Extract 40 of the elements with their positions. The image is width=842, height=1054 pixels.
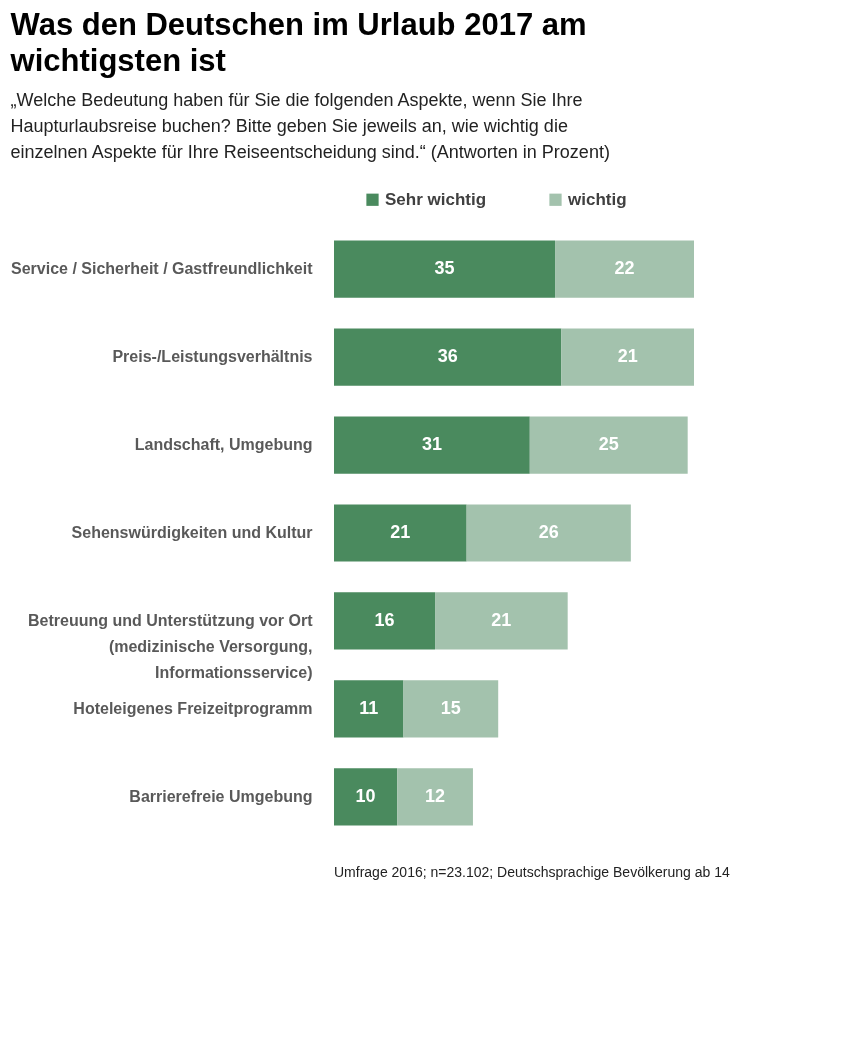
y-tick-label: Sehenswürdigkeiten und Kultur (71, 524, 313, 541)
y-tick-label: Betreuung und Unterstützung vor Ort (medizinische Versorgung, Informationsservice) (28, 611, 314, 681)
bar (555, 240, 694, 298)
data-label: 31 (421, 434, 442, 455)
bar (334, 240, 556, 298)
chart-title: Was den Deutschen im Urlaub 2017 am wichtigsten ist (9, 7, 587, 78)
data-label: 22 (614, 258, 635, 279)
data-label: 21 (617, 346, 638, 367)
y-tick-label: Service / Sicherheit / Gastfreundlichkeit (11, 260, 314, 278)
data-label: 35 (434, 258, 455, 279)
legend-label: Sehr wichtig (385, 189, 487, 209)
bar (561, 328, 694, 386)
data-label: 16 (374, 609, 395, 630)
data-label: 36 (437, 346, 458, 367)
bar (334, 416, 530, 474)
legend-label: wichtig (567, 189, 627, 209)
bar (334, 768, 398, 826)
bar (334, 504, 467, 562)
data-label: 10 (355, 785, 376, 806)
bar (334, 680, 404, 738)
data-label: 21 (491, 609, 512, 630)
y-tick-label: Landschaft, Umgebung (134, 436, 313, 454)
bar (435, 592, 568, 650)
data-label: 12 (425, 785, 446, 806)
text: Umfrage 2016; n=23.102; Deutschsprachige Bevölkerung ab 14 (334, 864, 730, 880)
bar (403, 680, 499, 738)
data-label: 11 (359, 697, 379, 718)
bar (334, 328, 562, 386)
y-tick-label: Preis-/Leistungsverhältnis (112, 348, 313, 366)
y-tick-label: Hoteleigenes Freizeitprogramm (73, 699, 313, 717)
bar (334, 592, 436, 650)
y-tick-label: Barrierefreie Umgebung (129, 787, 313, 805)
bar (529, 416, 688, 474)
bar (397, 768, 473, 826)
data-label: 26 (538, 522, 559, 542)
bar (466, 504, 631, 562)
data-label: 25 (598, 434, 619, 455)
data-label: 15 (440, 697, 461, 718)
data-label: 21 (390, 522, 411, 542)
chart-subtitle: „Welche Bedeutung haben für Sie die folgenden Aspekte, wenn Sie Ihre Haupturlaubsreise buchen? Bitte geben Sie jeweils an, wie wichtig die einzelnen Aspekte für Ihre Reiseentscheidung sind.“ (Antworten in Prozent) (10, 90, 610, 162)
